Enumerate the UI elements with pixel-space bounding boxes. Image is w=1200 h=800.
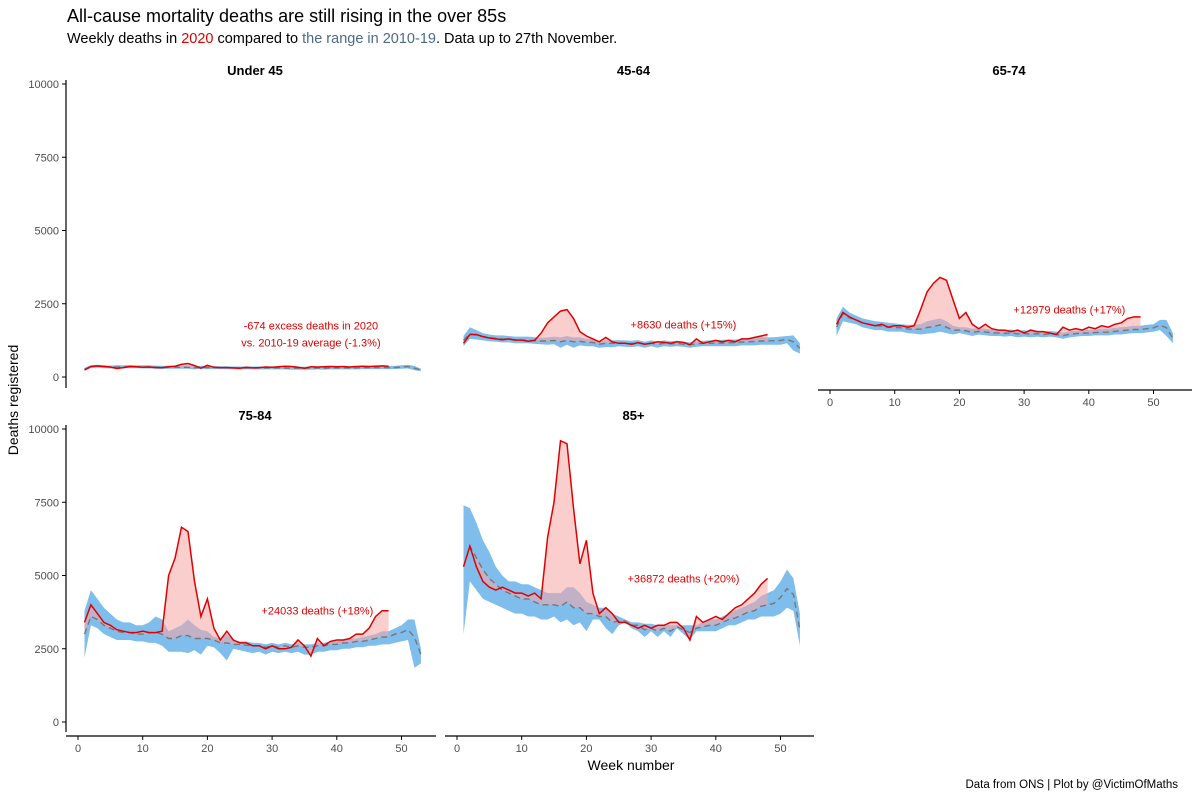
- x-tick-label: 10: [137, 743, 149, 755]
- line-2020: [462, 439, 769, 642]
- x-tick-label: 40: [710, 743, 722, 755]
- y-axis-title: Deaths registered: [5, 345, 21, 456]
- excess-area: [463, 309, 768, 345]
- x-tick-label: 20: [201, 743, 213, 755]
- y-tick-label: 10000: [28, 79, 59, 91]
- subtitle-pre: Weekly deaths in: [67, 31, 182, 47]
- excess-annotation: +36872 deaths (+20%): [627, 573, 739, 585]
- mean-line: [83, 615, 422, 655]
- mean-line: [835, 313, 1174, 339]
- panel-title: Under 45: [227, 63, 283, 78]
- excess-annotation: +12979 deaths (+17%): [1013, 305, 1125, 317]
- y-tick-label: 0: [53, 372, 59, 384]
- x-tick-label: 20: [580, 743, 592, 755]
- y-tick-label: 10000: [28, 424, 59, 436]
- caption: Data from ONS | Plot by @VictimOfMaths: [965, 779, 1178, 791]
- range-band: [836, 306, 1173, 344]
- subtitle-year: 2020: [181, 31, 214, 47]
- subtitle-mid: compared to: [213, 31, 303, 47]
- x-tick-label: 30: [645, 743, 657, 755]
- y-tick-label: 7500: [35, 497, 59, 509]
- panel-title: 75-84: [238, 408, 272, 423]
- x-tick-label: 10: [516, 743, 528, 755]
- line-2020: [84, 362, 389, 371]
- x-tick-label: 40: [1083, 397, 1095, 409]
- range-band: [463, 505, 800, 646]
- range-band: [84, 590, 421, 668]
- y-tick-label: 2500: [35, 299, 59, 311]
- x-tick-label: 50: [774, 743, 786, 755]
- x-tick-label: 10: [889, 397, 901, 409]
- panel-title: 65-74: [992, 63, 1026, 78]
- x-tick-label: 50: [1147, 397, 1159, 409]
- y-tick-label: 0: [53, 717, 59, 729]
- panel-title: 45-64: [617, 63, 651, 78]
- line-2020: [835, 276, 1141, 336]
- y-tick-label: 5000: [35, 571, 59, 583]
- y-tick-label: 5000: [35, 226, 59, 238]
- excess-annotation: vs. 2010-19 average (-1.3%): [241, 338, 380, 350]
- chart-title: All-cause mortality deaths are still ris…: [67, 6, 507, 26]
- excess-annotation: -674 excess deaths in 2020: [244, 321, 379, 333]
- subtitle-post: . Data up to 27th November.: [435, 31, 618, 47]
- chart-subtitle: Weekly deaths in 2020 compared to the ra…: [67, 31, 617, 47]
- x-tick-label: 40: [331, 743, 343, 755]
- y-tick-label: 2500: [35, 644, 59, 656]
- x-tick-label: 30: [1018, 397, 1030, 409]
- line-2020: [462, 308, 768, 346]
- excess-annotation: +24033 deaths (+18%): [261, 606, 373, 618]
- x-axis-title: Week number: [588, 757, 675, 773]
- y-tick-label: 7500: [35, 152, 59, 164]
- x-tick-label: 20: [953, 397, 965, 409]
- excess-annotation: +8630 deaths (+15%): [631, 319, 737, 331]
- x-tick-label: 0: [75, 743, 81, 755]
- mean-line: [462, 544, 801, 634]
- excess-area: [836, 277, 1141, 336]
- x-tick-label: 0: [454, 743, 460, 755]
- line-2020: [83, 525, 389, 658]
- mean-line: [84, 365, 422, 371]
- panel-title: 85+: [622, 408, 644, 423]
- x-tick-label: 30: [266, 743, 278, 755]
- x-tick-label: 0: [827, 397, 833, 409]
- x-tick-label: 50: [395, 743, 407, 755]
- subtitle-range: the range in 2010-19: [302, 31, 436, 47]
